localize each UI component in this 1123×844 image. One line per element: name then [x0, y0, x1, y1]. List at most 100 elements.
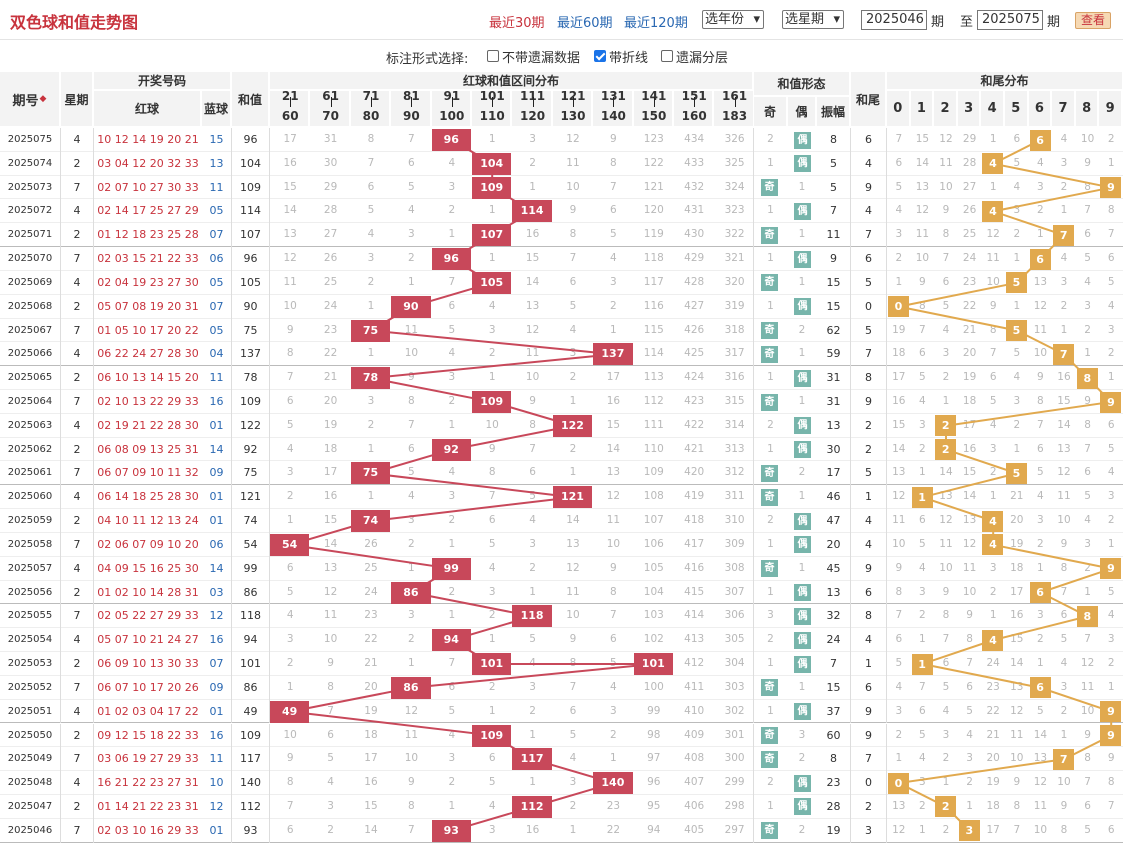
range-missing-cell: 3	[448, 490, 456, 503]
tail-missing-cell: 2	[1084, 561, 1091, 574]
issue-header[interactable]: 期号 ◆	[0, 72, 60, 127]
range-missing-cell: 9	[488, 442, 496, 455]
sum-cell: 107	[240, 228, 261, 242]
with-line-option[interactable]: 带折线	[594, 46, 648, 66]
col-divider	[269, 556, 270, 581]
range-header-bg	[310, 91, 350, 127]
even-badge: 偶	[794, 798, 811, 816]
no-missing-option[interactable]: 不带遗漏数据	[487, 46, 580, 66]
recent-60-link[interactable]: 最近60期	[557, 16, 613, 31]
issue-cell: 2025064	[7, 396, 53, 408]
range-missing-cell: 9	[610, 133, 617, 145]
col-divider	[231, 223, 232, 248]
range-missing-cell: 2	[408, 633, 415, 646]
range-missing-cell: 1	[488, 704, 496, 717]
tail-missing-cell: 24	[962, 252, 977, 265]
col-divider	[269, 175, 270, 200]
no-missing-checkbox[interactable]	[487, 50, 499, 62]
amplitude-cell: 5	[830, 180, 837, 194]
col-divider	[886, 270, 887, 295]
tail-missing-cell: 10	[1080, 704, 1095, 717]
range-missing-cell: 5	[408, 466, 415, 479]
range-missing-cell: 16	[525, 823, 540, 836]
tail-missing-cell: 3	[895, 704, 903, 717]
tail-cell: 9	[865, 728, 872, 742]
year-select[interactable]: 选年份 ▾	[702, 10, 764, 29]
odd-missing-cell: 1	[767, 657, 774, 670]
range-missing-cell: 121	[643, 180, 664, 193]
col-divider	[886, 509, 887, 533]
range-header-bg	[714, 91, 754, 127]
recent-30-link[interactable]: 最近30期	[489, 16, 545, 31]
amplitude-cell: 28	[826, 799, 841, 813]
tail-missing-cell: 6	[989, 371, 997, 384]
missing-layer-checkbox[interactable]	[661, 50, 673, 62]
recent-120-link[interactable]: 最近120期	[624, 16, 688, 31]
tail-missing-cell: 4	[919, 395, 926, 408]
tail-missing-cell: 5	[942, 680, 950, 693]
range-missing-cell: 2	[529, 561, 536, 574]
tail-cell: 9	[865, 561, 872, 575]
even-badge: 偶	[794, 774, 811, 792]
range-missing-cell: 2	[529, 156, 536, 169]
range-missing-cell: 408	[684, 752, 705, 765]
range-missing-cell: 11	[566, 156, 580, 169]
tail-missing-cell: 5	[919, 728, 926, 741]
col-divider	[231, 175, 232, 200]
red-balls-cell: 03 06 19 27 29 33	[97, 752, 199, 766]
col-divider	[850, 342, 851, 367]
to-issue-input[interactable]: 2025075	[977, 10, 1043, 30]
query-button[interactable]: 查看	[1075, 12, 1111, 29]
tail-missing-cell: 13	[892, 799, 906, 812]
tail-cell: 0	[865, 299, 872, 313]
range-missing-cell: 118	[643, 252, 664, 265]
no-missing-label: 不带遗漏数据	[502, 50, 581, 66]
range-missing-cell: 111	[643, 418, 664, 431]
qi-label: 期	[931, 15, 945, 30]
tail-missing-cell: 10	[1033, 347, 1048, 360]
col-divider	[60, 270, 61, 295]
col-divider	[60, 771, 61, 795]
issue-cell: 2025067	[7, 324, 53, 336]
tail-missing-cell: 29	[962, 133, 977, 145]
tail-digit-header-8: 8	[1075, 91, 1099, 127]
red-header: 红球	[94, 91, 201, 127]
col-divider	[886, 318, 887, 343]
sum-range-hit: 86	[391, 581, 431, 604]
col-divider	[269, 794, 270, 819]
range-missing-cell: 2	[448, 204, 456, 217]
missing-layer-option[interactable]: 遗漏分层	[661, 46, 728, 66]
issue-cell: 2025049	[7, 753, 53, 765]
col-divider	[60, 437, 61, 462]
range-high: 140	[600, 109, 626, 123]
tail-missing-cell: 19	[986, 776, 1000, 789]
tail-missing-cell: 17	[892, 371, 906, 384]
range-header-4: 91 100	[432, 89, 472, 129]
tail-digit-header-9: 9	[1099, 91, 1122, 127]
weekday-select[interactable]: 选星期 ▾	[782, 10, 844, 29]
sum-cell: 99	[243, 561, 258, 575]
with-line-checkbox[interactable]	[594, 50, 606, 62]
col-divider	[753, 270, 754, 295]
range-missing-cell: 22	[606, 823, 621, 836]
tail-missing-cell: 2	[966, 776, 973, 789]
range-missing-cell: 1	[367, 299, 375, 312]
tail-missing-cell: 10	[962, 585, 977, 598]
range-missing-cell: 11	[404, 323, 419, 336]
range-missing-cell: 114	[643, 347, 664, 360]
tail-missing-cell: 7	[919, 323, 926, 336]
tail-missing-cell: 7	[1084, 204, 1091, 217]
odd-missing-cell: 1	[767, 537, 774, 550]
range-missing-cell: 1	[408, 561, 415, 574]
col-divider	[850, 437, 851, 462]
col-divider	[886, 723, 887, 748]
tail-missing-cell: 8	[1107, 204, 1115, 217]
from-issue-input[interactable]: 2025046	[861, 10, 927, 30]
col-divider	[231, 437, 232, 462]
col-divider	[850, 366, 851, 390]
range-missing-cell: 2	[610, 728, 617, 741]
range-missing-cell: 16	[364, 776, 378, 789]
range-missing-cell: 311	[724, 490, 745, 503]
tail-missing-cell: 13	[1033, 752, 1048, 765]
red-balls-cell: 01 12 18 23 25 28	[97, 228, 199, 242]
